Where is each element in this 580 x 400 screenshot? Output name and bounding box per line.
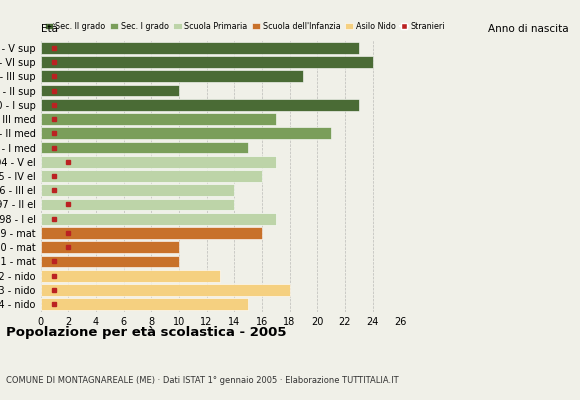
Bar (41, 56, 372, 68)
Bar (41, 298, 248, 310)
Bar (41, 42, 358, 54)
Text: COMUNE DI MONTAGNAREALE (ME) · Dati ISTAT 1° gennaio 2005 · Elaborazione TUTTITA: COMUNE DI MONTAGNAREALE (ME) · Dati ISTA… (6, 376, 398, 385)
Bar (41, 199, 234, 210)
Bar (41, 170, 262, 182)
Bar (41, 156, 276, 168)
Bar (41, 70, 303, 82)
Bar (41, 85, 179, 96)
Bar (41, 113, 276, 125)
Bar (41, 213, 276, 224)
Bar (41, 241, 179, 253)
Bar (41, 227, 262, 239)
Bar (41, 184, 234, 196)
Bar (41, 142, 248, 153)
Bar (41, 99, 358, 111)
Bar (41, 284, 289, 296)
Text: Età: Età (41, 24, 57, 34)
Legend: Sec. II grado, Sec. I grado, Scuola Primaria, Scuola dell'Infanzia, Asilo Nido, : Sec. II grado, Sec. I grado, Scuola Prim… (45, 22, 445, 30)
Text: Popolazione per età scolastica - 2005: Popolazione per età scolastica - 2005 (6, 326, 287, 339)
Text: Anno di nascita: Anno di nascita (488, 24, 568, 34)
Bar (41, 128, 331, 139)
Bar (41, 270, 220, 282)
Bar (41, 256, 179, 267)
